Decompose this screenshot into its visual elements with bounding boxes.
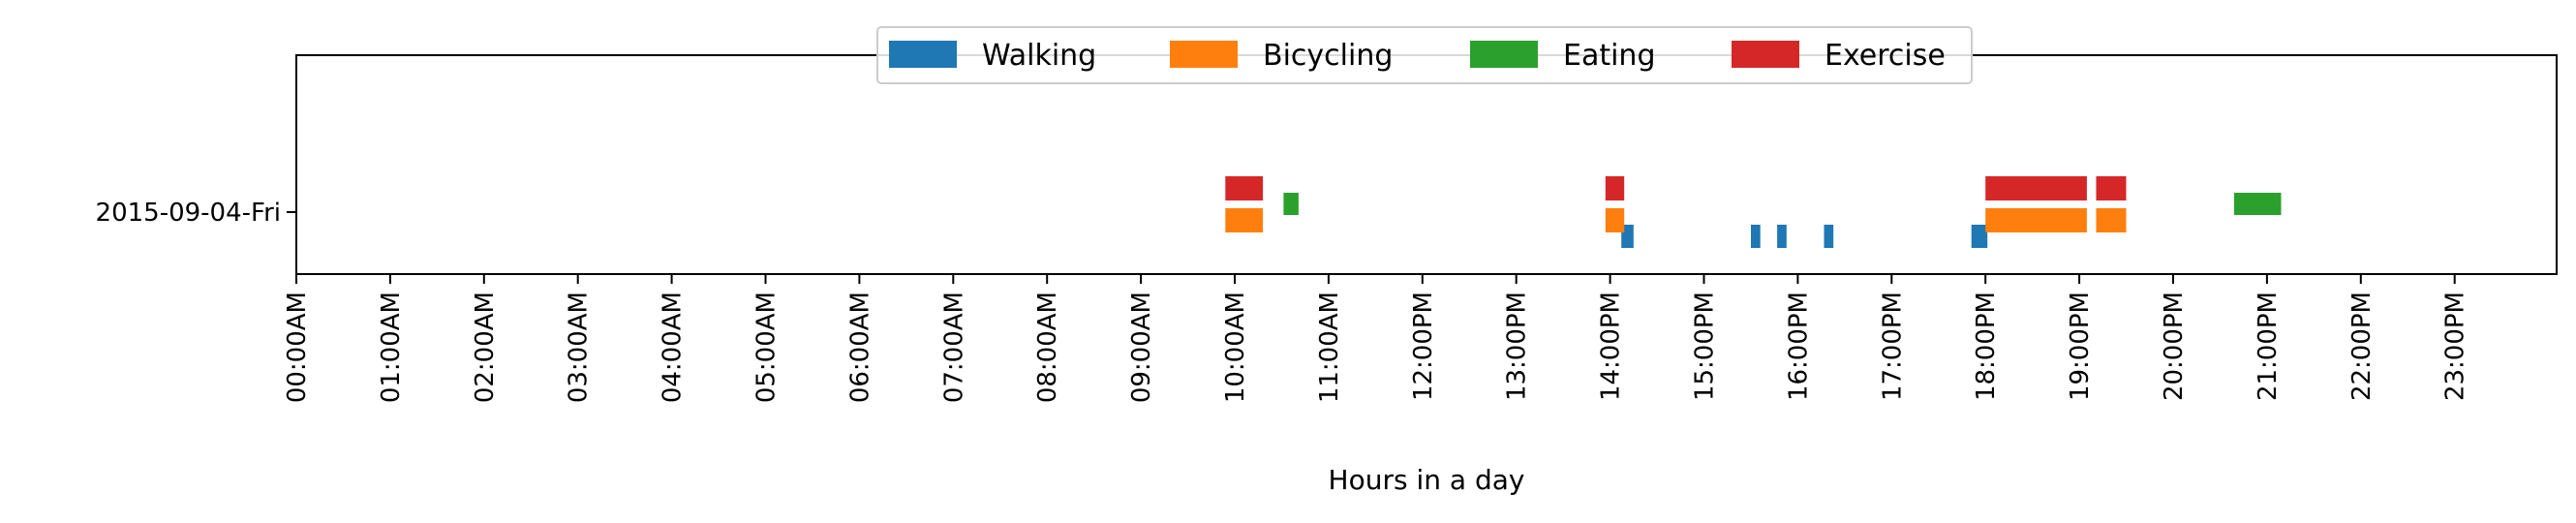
- x-tick-label: 01:00AM: [377, 292, 406, 403]
- legend-box: [876, 26, 1973, 84]
- legend-swatch-eating: [1470, 41, 1538, 68]
- bar-eating-0: [1283, 193, 1299, 215]
- legend-label-exercise: Exercise: [1825, 39, 1946, 73]
- y-axis-ticks: 2015-09-04-Fri: [96, 199, 296, 228]
- bar-exercise-2: [1985, 176, 2087, 200]
- bar-exercise-3: [2096, 176, 2127, 200]
- legend-swatch-exercise: [1732, 41, 1799, 68]
- x-tick-label: 00:00AM: [283, 292, 312, 403]
- x-tick-label: 18:00PM: [1972, 292, 2001, 401]
- legend-label-walking: Walking: [982, 39, 1096, 73]
- x-tick-label: 09:00AM: [1127, 292, 1156, 403]
- x-tick-label: 20:00PM: [2160, 292, 2189, 401]
- x-tick-label: 19:00PM: [2066, 292, 2095, 401]
- x-tick-label: 02:00AM: [471, 292, 500, 403]
- x-tick-label: 22:00PM: [2347, 292, 2377, 401]
- bar-bicycling-0: [1225, 208, 1264, 232]
- bar-bicycling-2: [1985, 208, 2087, 232]
- bar-walking-3: [1824, 225, 1834, 248]
- x-axis-title: Hours in a day: [1329, 464, 1525, 496]
- x-tick-label: 17:00PM: [1878, 292, 1907, 401]
- x-tick-label: 06:00AM: [845, 292, 874, 403]
- bar-bicycling-3: [2096, 208, 2127, 232]
- y-tick-label: 2015-09-04-Fri: [96, 199, 281, 228]
- x-tick-label: 03:00AM: [565, 292, 594, 403]
- x-tick-label: 10:00AM: [1221, 292, 1250, 403]
- bar-eating-1: [2234, 193, 2282, 215]
- bar-walking-1: [1751, 225, 1761, 248]
- x-tick-label: 13:00PM: [1503, 292, 1532, 401]
- bar-exercise-0: [1225, 176, 1264, 200]
- bar-walking-2: [1777, 225, 1787, 248]
- bar-walking-0: [1621, 225, 1634, 248]
- legend-swatch-walking: [889, 41, 957, 68]
- legend-swatch-bicycling: [1170, 41, 1238, 68]
- x-tick-label: 07:00AM: [939, 292, 968, 403]
- x-tick-label: 14:00PM: [1597, 292, 1626, 401]
- x-tick-label: 16:00PM: [1784, 292, 1813, 401]
- x-tick-label: 15:00PM: [1691, 292, 1720, 401]
- legend-label-bicycling: Bicycling: [1263, 39, 1393, 73]
- x-tick-label: 04:00AM: [659, 292, 688, 403]
- bars-layer: [1225, 176, 2282, 248]
- x-tick-label: 05:00AM: [752, 292, 782, 403]
- x-tick-label: 12:00PM: [1409, 292, 1438, 401]
- bar-bicycling-1: [1605, 208, 1625, 232]
- bar-walking-4: [1971, 225, 1988, 248]
- legend-label-eating: Eating: [1563, 39, 1656, 73]
- x-tick-label: 23:00PM: [2441, 292, 2470, 401]
- x-tick-label: 21:00PM: [2254, 292, 2283, 401]
- x-axis-ticks: 00:00AM 01:00AM 02:00AM 03:00AM 04:00AM 05:00…: [283, 274, 2470, 403]
- x-tick-label: 08:00AM: [1033, 292, 1062, 403]
- x-tick-label: 11:00AM: [1315, 292, 1344, 403]
- plot-area-frame: [295, 54, 2558, 275]
- legend: Walking Bicycling Eating Exercise: [876, 26, 1973, 84]
- bar-exercise-1: [1605, 176, 1625, 200]
